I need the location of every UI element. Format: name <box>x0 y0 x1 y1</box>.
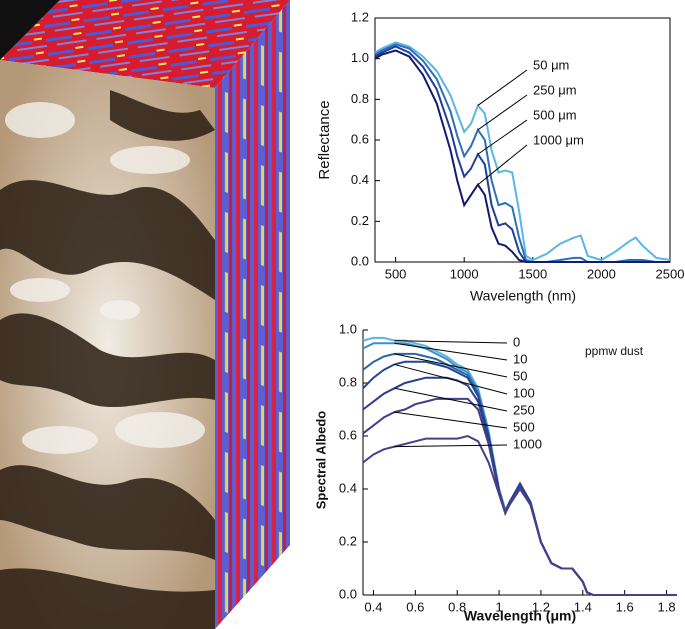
y-tick-label: 0.4 <box>351 172 369 187</box>
cube-corner <box>0 0 60 60</box>
cube-top <box>0 0 290 88</box>
y-tick-label: 1.0 <box>339 321 357 336</box>
series-label: 500 μm <box>533 107 577 122</box>
series-label: 50 <box>513 368 527 383</box>
series-label: 50 μm <box>533 57 569 72</box>
charts: 0.00.20.40.60.81.01.2500 1000 1500 2000 2500… <box>313 9 684 623</box>
series-label: 500 <box>513 419 535 434</box>
leader-line <box>477 94 528 131</box>
series-line <box>374 41 671 262</box>
y-tick-label: 0.6 <box>339 427 357 442</box>
y-tick-label: 0.2 <box>339 533 357 548</box>
leader-line <box>394 340 508 344</box>
leader-line <box>477 144 528 186</box>
leader-line <box>477 119 528 155</box>
series-label: 1000 μm <box>533 132 584 147</box>
x-tick-label: 1.4 <box>574 599 592 614</box>
x-tick-label: 1500 <box>518 266 547 281</box>
leader-line <box>394 353 508 378</box>
series-line <box>374 49 670 263</box>
y-tick-label: 0.6 <box>351 131 369 146</box>
x-axis-label: Wavelength (μm) <box>464 608 576 624</box>
y-tick-label: 0.4 <box>339 480 357 495</box>
leader-line <box>394 411 508 429</box>
x-axis-label: Wavelength (nm) <box>470 288 576 304</box>
x-tick-label: 1 <box>495 599 502 614</box>
terrain-shadows <box>0 90 215 629</box>
series-label: 10 <box>513 351 527 366</box>
hyperspectral-cube <box>0 0 290 629</box>
x-tick-label: 1.2 <box>532 599 550 614</box>
chart: 0.0 0.2 0.4 0.6 0.8 1.0 0.4 0.6 0.8 1 1.2 1.4 1.6 1.8… <box>313 321 677 624</box>
y-tick-label: 0.2 <box>351 213 369 228</box>
y-tick-label: 1.0 <box>351 50 369 65</box>
chart: 0.0 0.2 0.4 0.6 0.8 1.0 1.2 500 1000 1500 2000 2500… <box>316 9 684 303</box>
x-tick-label: 1.6 <box>616 599 634 614</box>
x-tick-label: 1000 <box>450 266 479 281</box>
x-tick-label: 0.6 <box>406 599 424 614</box>
y-tick-label: 0.0 <box>351 253 369 268</box>
y-axis-label: Reflectance <box>316 100 333 179</box>
leader-line <box>394 387 508 412</box>
x-tick-label: 0.4 <box>364 599 382 614</box>
series-line <box>362 434 677 596</box>
x-tick-label: 2500 <box>656 266 685 281</box>
series-label: 1000 <box>513 436 542 451</box>
y-axis-label: Spectral Albedo <box>313 411 328 510</box>
series-label: 250 μm <box>533 82 577 97</box>
x-tick-label: 2000 <box>587 266 616 281</box>
series-label: 0 <box>513 334 520 349</box>
leader-line <box>394 363 508 395</box>
x-tick-label: 1.8 <box>657 599 675 614</box>
y-tick-label: 1.2 <box>351 9 369 24</box>
leader-line <box>394 444 508 448</box>
x-tick-label: 0.8 <box>448 599 466 614</box>
leader-line <box>477 69 528 106</box>
y-tick-label: 0.8 <box>351 91 369 106</box>
series-label: 100 <box>513 385 535 400</box>
cube-side <box>215 0 290 629</box>
series-label: 250 <box>513 402 535 417</box>
y-tick-label: 0.0 <box>339 586 357 601</box>
y-tick-label: 0.8 <box>339 374 357 389</box>
legend-title: ppmw dust <box>585 344 644 358</box>
leader-line <box>394 342 508 361</box>
snow-patches <box>5 102 205 454</box>
x-tick-label: 500 <box>385 266 407 281</box>
